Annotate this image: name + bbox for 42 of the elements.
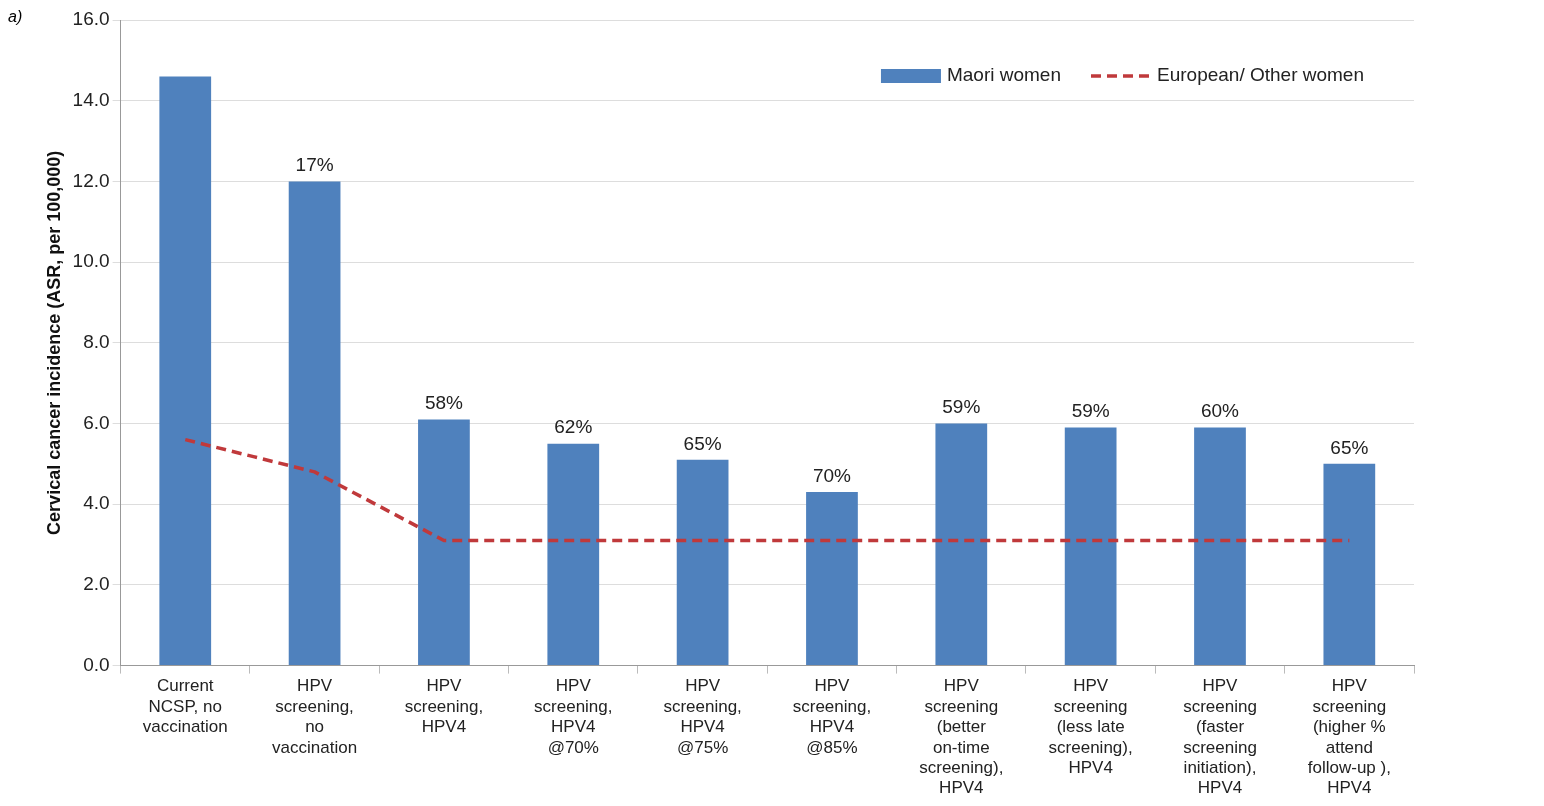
y-tick-label: 0.0 (83, 653, 110, 675)
bar (288, 181, 341, 666)
y-tick-label: 12.0 (72, 169, 110, 191)
bar (159, 76, 212, 666)
legend-label: European/ Other women (1156, 64, 1365, 86)
y-tick-label: 14.0 (72, 88, 110, 110)
y-tick-label: 4.0 (83, 492, 110, 514)
x-tick-label: HPV screening (less late screening), HPV4 (1048, 676, 1133, 778)
x-tick-label: HPV screening, HPV4 @85% (792, 676, 872, 757)
bar (676, 459, 729, 666)
x-tick-label: HPV screening (higher % attend follow-up ), HPV4 (1307, 676, 1391, 798)
bar (1064, 427, 1117, 666)
bar (418, 419, 470, 666)
y-tick-label: 16.0 (72, 8, 110, 30)
bar (547, 443, 600, 666)
x-tick-label: HPV screening, HPV4 @75% (663, 676, 742, 757)
annotation: 70% (812, 464, 852, 486)
y-tick-label: 6.0 (83, 411, 110, 433)
y-tick-label: 8.0 (83, 331, 110, 353)
x-tick-label: HPV screening, no vaccination (272, 676, 358, 757)
annotation: 59% (942, 396, 981, 418)
annotation: 17% (295, 154, 334, 176)
x-tick-label: HPV screening, HPV4 @70% (534, 676, 613, 757)
x-tick-label: HPV screening (better on-time screening), HPV4 (919, 676, 1004, 798)
annotation: 58% (424, 392, 464, 414)
annotation: 62% (554, 416, 593, 438)
bar (1323, 463, 1376, 666)
x-tick-label: HPV screening (faster screening initiation), HPV4 (1183, 676, 1257, 798)
annotation: 65% (1330, 436, 1369, 458)
legend-label: Maori women (946, 64, 1061, 86)
annotation: 59% (1071, 400, 1110, 422)
x-tick-label: Current NCSP, no vaccination (142, 676, 228, 737)
text: a) (8, 8, 23, 26)
y-tick-label: 10.0 (72, 250, 110, 272)
annotation: 60% (1200, 400, 1240, 422)
bar (935, 423, 988, 666)
y-axis-title: Cervical cancer incidence (ASR, per 100,000) (43, 150, 64, 535)
bar (1194, 427, 1246, 666)
bar (806, 492, 858, 666)
y-tick-label: 2.0 (83, 573, 110, 595)
annotation: 65% (683, 432, 722, 454)
x-tick-label: HPV screening, HPV4 (404, 676, 484, 737)
